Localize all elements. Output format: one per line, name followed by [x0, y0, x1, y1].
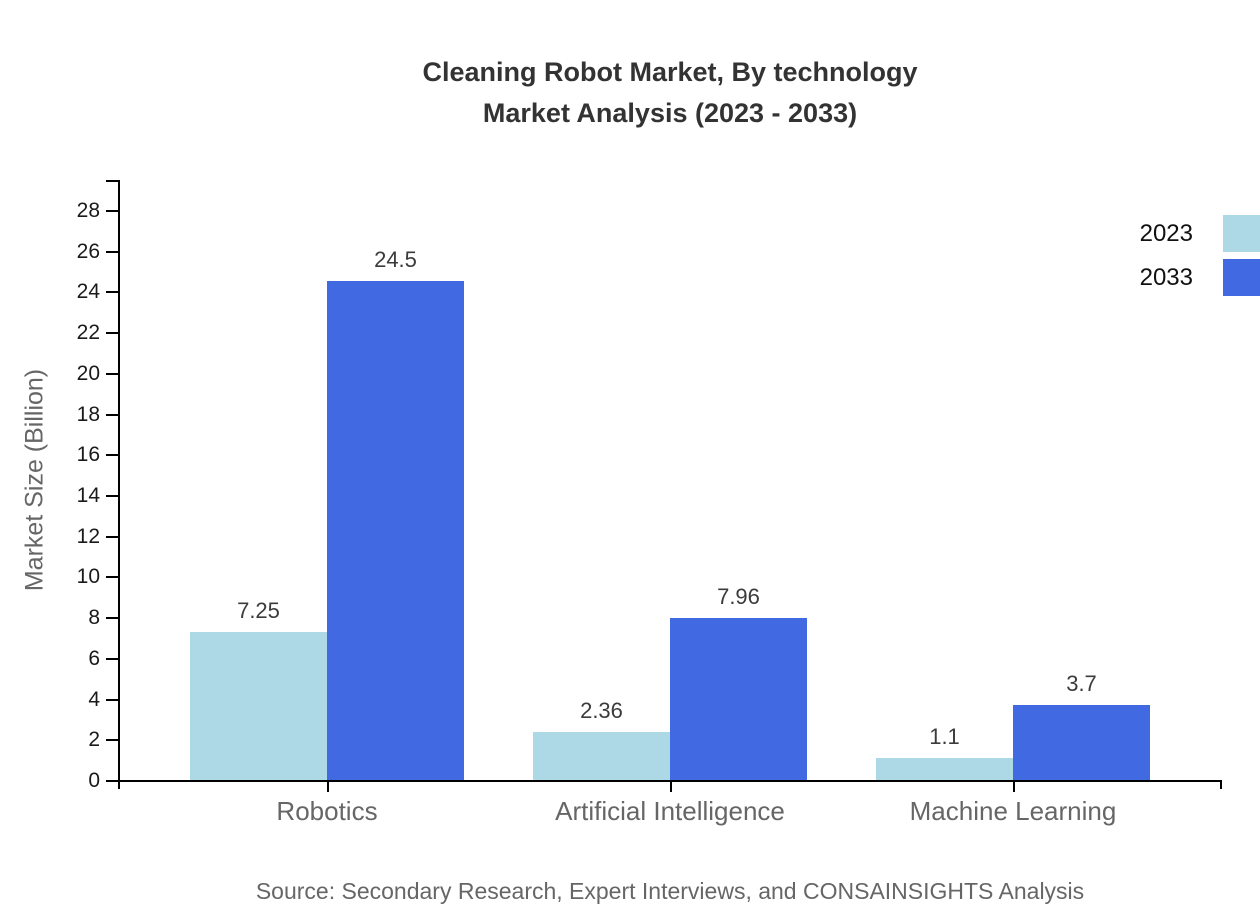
x-tick-mark	[327, 782, 329, 792]
y-axis-line	[118, 180, 120, 782]
y-tick-mark	[106, 413, 118, 416]
x-category-label: Robotics	[276, 796, 378, 826]
legend-swatch-2033-icon	[1223, 259, 1260, 296]
x-category-label: Machine Learning	[909, 796, 1117, 826]
y-tick-mark	[106, 372, 118, 375]
y-tick-mark	[106, 250, 118, 253]
y-tick-label: 2	[88, 728, 100, 752]
y-tick-mark	[106, 698, 118, 701]
bar-2033-robotics	[327, 281, 464, 780]
y-tick-label: 22	[76, 321, 100, 345]
y-tick-mark	[106, 535, 118, 538]
y-tick-label: 20	[76, 361, 100, 385]
y-tick-label: 26	[76, 239, 100, 263]
y-tick-label: 4	[88, 687, 100, 711]
y-tick-label: 16	[76, 443, 100, 467]
legend-label-2023: 2023	[1139, 219, 1193, 247]
x-axis-right-end-tick	[1220, 780, 1222, 789]
y-tick-label: 10	[76, 565, 100, 589]
x-axis-left-end-tick	[118, 780, 120, 789]
legend-item-2023[interactable]: 2023	[1140, 215, 1260, 252]
y-tick-label: 24	[76, 280, 100, 304]
y-tick-label: 12	[76, 524, 100, 548]
bar-2023-machine-learning	[876, 757, 1013, 780]
x-tick-mark	[670, 782, 672, 792]
y-axis-end-tick	[106, 180, 118, 182]
bar-2033-machine-learning	[1013, 704, 1150, 780]
x-category-label: Artificial Intelligence	[555, 796, 785, 826]
chart-title-line-2: Market Analysis (2023 - 2033)	[482, 98, 858, 128]
y-tick-mark	[106, 617, 118, 620]
legend-label-2033: 2033	[1139, 263, 1193, 291]
y-tick-label: 18	[76, 402, 100, 426]
bar-2023-artificial-intelligence	[533, 731, 670, 780]
x-axis-line	[118, 780, 1222, 782]
chart-legend: 2023 2033	[1140, 215, 1260, 303]
y-tick-mark	[106, 739, 118, 742]
value-label-2023-artificial-intelligence: 2.36	[580, 697, 623, 723]
y-tick-mark	[106, 576, 118, 579]
value-label-2023-machine-learning: 1.1	[929, 723, 960, 749]
chart-title: Cleaning Robot Market, By technology Mar…	[118, 52, 1222, 134]
bar-2033-artificial-intelligence	[670, 617, 807, 780]
source-note: Source: Secondary Research, Expert Inter…	[255, 878, 1085, 904]
value-label-2033-robotics: 24.5	[374, 247, 417, 273]
y-tick-label: 14	[76, 484, 100, 507]
y-tick-mark	[106, 495, 118, 497]
x-tick-mark	[1013, 782, 1015, 792]
y-tick-label: 0	[88, 769, 100, 792]
y-tick-mark	[106, 780, 118, 782]
y-tick-mark	[106, 657, 118, 660]
y-tick-mark	[106, 454, 118, 457]
legend-swatch-2023-icon	[1223, 215, 1260, 252]
y-tick-mark	[106, 210, 118, 212]
value-label-2033-artificial-intelligence: 7.96	[717, 583, 760, 609]
value-label-2023-robotics: 7.25	[237, 598, 280, 624]
chart-title-line-1: Cleaning Robot Market, By technology	[422, 57, 918, 87]
y-tick-mark	[106, 332, 118, 335]
legend-item-2033[interactable]: 2033	[1140, 259, 1260, 296]
y-tick-label: 6	[88, 646, 100, 670]
y-tick-mark	[106, 291, 118, 294]
bar-2023-robotics	[190, 632, 327, 780]
y-tick-label: 28	[76, 199, 100, 222]
value-label-2033-machine-learning: 3.7	[1066, 670, 1097, 696]
y-tick-label: 8	[88, 606, 100, 630]
